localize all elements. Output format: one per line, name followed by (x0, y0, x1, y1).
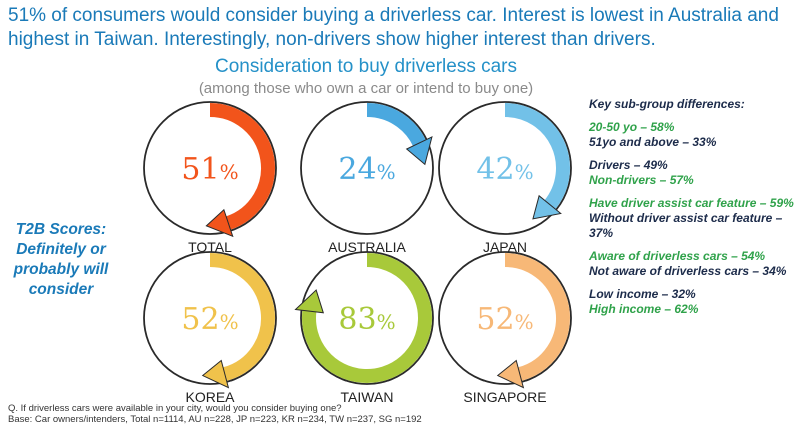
gauge-category-label: TOTAL (188, 239, 232, 255)
gauge-arrowhead (294, 289, 325, 314)
gauge-category-label: KOREA (185, 389, 235, 405)
gauge-arc (504, 103, 570, 210)
t2b-label: T2B Scores: Definitely or probably will … (13, 221, 109, 298)
footnote-base: Base: Car owners/intenders, Total n=1114… (8, 414, 422, 425)
subgroup-line: Without driver assist car feature – 37% (589, 211, 783, 240)
gauge-arrowhead (405, 135, 433, 166)
gauge-arrowhead (496, 359, 525, 389)
gauge-arc (209, 103, 275, 230)
gauge-arc (504, 253, 570, 381)
subgroup-line: Drivers – 49% (589, 158, 668, 172)
subgroup-line: Aware of driverless cars – 54% (589, 249, 766, 263)
gauge-category-label: TAIWAN (341, 389, 394, 405)
panel-title: Key sub-group differences: (589, 97, 745, 111)
subgroup-line: Non-drivers – 57% (589, 173, 694, 187)
chart-title: Consideration to buy driverless cars (214, 56, 518, 77)
gauge-category-label: AUSTRALIA (328, 239, 406, 255)
chart-subtitle: (among those who own a car or intend to … (198, 80, 534, 97)
subgroup-age: 20-50 yo – 58% 51yo and above – 33% (589, 120, 799, 150)
gauge-value: 52% (476, 302, 533, 337)
gauge-value: 83% (338, 302, 395, 337)
gauge-arc (366, 103, 426, 147)
gauge-ring (143, 101, 277, 235)
headline: 51% of consumers would consider buying a… (8, 5, 779, 50)
gauge-arrowhead (205, 208, 234, 238)
subgroup-line: 20-50 yo – 58% (589, 120, 675, 134)
subgroup-drivers: Drivers – 49% Non-drivers – 57% (589, 158, 799, 188)
gauge-ring (143, 251, 277, 385)
subgroup-line: 51yo and above – 33% (589, 135, 717, 149)
subgroup-awareness: Aware of driverless cars – 54% Not aware… (589, 249, 799, 279)
subgroup-panel: Key sub-group differences: 20-50 yo – 58… (589, 97, 799, 325)
gauge-arc (209, 253, 275, 381)
gauge-value: 51% (181, 152, 238, 187)
subgroup-income: Low income – 32% High income – 62% (589, 287, 799, 317)
gauge-category-label: JAPAN (483, 239, 527, 255)
gauge-category-label: SINGAPORE (463, 389, 546, 405)
gauge-ring (300, 101, 434, 235)
footnote-question: Q. If driverless cars were available in … (8, 403, 342, 414)
gauge-value: 24% (338, 152, 395, 187)
subgroup-assist: Have driver assist car feature – 59% Wit… (589, 196, 799, 241)
gauge-value: 52% (181, 302, 238, 337)
subgroup-line: High income – 62% (589, 302, 699, 316)
gauge-arrowhead (532, 194, 562, 220)
gauge-ring (438, 251, 572, 385)
subgroup-line: Not aware of driverless cars – 34% (589, 264, 787, 278)
gauge-arrowhead (201, 359, 230, 389)
gauge-value: 42% (476, 152, 533, 187)
footnote: Q. If driverless cars were available in … (8, 403, 422, 425)
subgroup-line: Have driver assist car feature – 59% (589, 196, 794, 210)
subgroup-line: Low income – 32% (589, 287, 696, 301)
gauge-ring (300, 251, 434, 385)
gauge-arc (302, 253, 432, 383)
